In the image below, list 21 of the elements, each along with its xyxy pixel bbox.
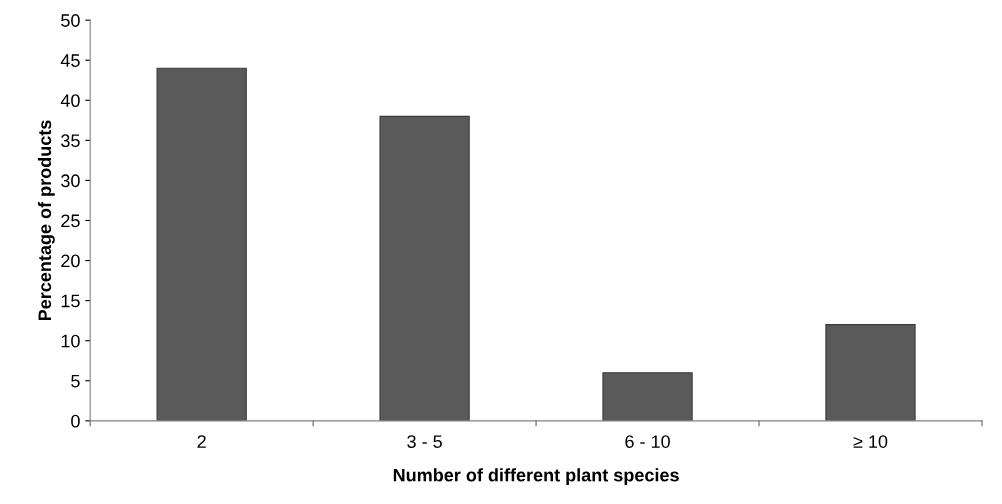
bar <box>825 324 916 421</box>
y-tick-label: 50 <box>61 14 80 27</box>
x-axis-title: Number of different plant species <box>393 468 679 486</box>
y-tick-label: 0 <box>71 414 80 428</box>
y-tick-label: 5 <box>71 374 80 388</box>
bar <box>156 67 247 421</box>
y-tick-label: 25 <box>61 214 80 228</box>
y-tick-label: 10 <box>61 334 80 348</box>
x-tick-label: ≥ 10 <box>853 435 888 448</box>
y-tick-label: 35 <box>61 134 80 148</box>
x-tick-label: 3 - 5 <box>407 435 442 448</box>
y-tick-label: 30 <box>61 174 80 188</box>
y-tick-label: 15 <box>61 294 80 308</box>
y-tick-label: 45 <box>60 54 80 67</box>
y-axis-title: Percentage of products <box>37 120 55 321</box>
y-tick-label: 40 <box>60 94 80 108</box>
x-tick-label: 2 <box>197 435 206 448</box>
bar <box>379 115 470 421</box>
x-tick-label: 6 - 10 <box>625 435 670 448</box>
y-tick-label: 20 <box>61 254 80 268</box>
bar <box>602 372 693 421</box>
